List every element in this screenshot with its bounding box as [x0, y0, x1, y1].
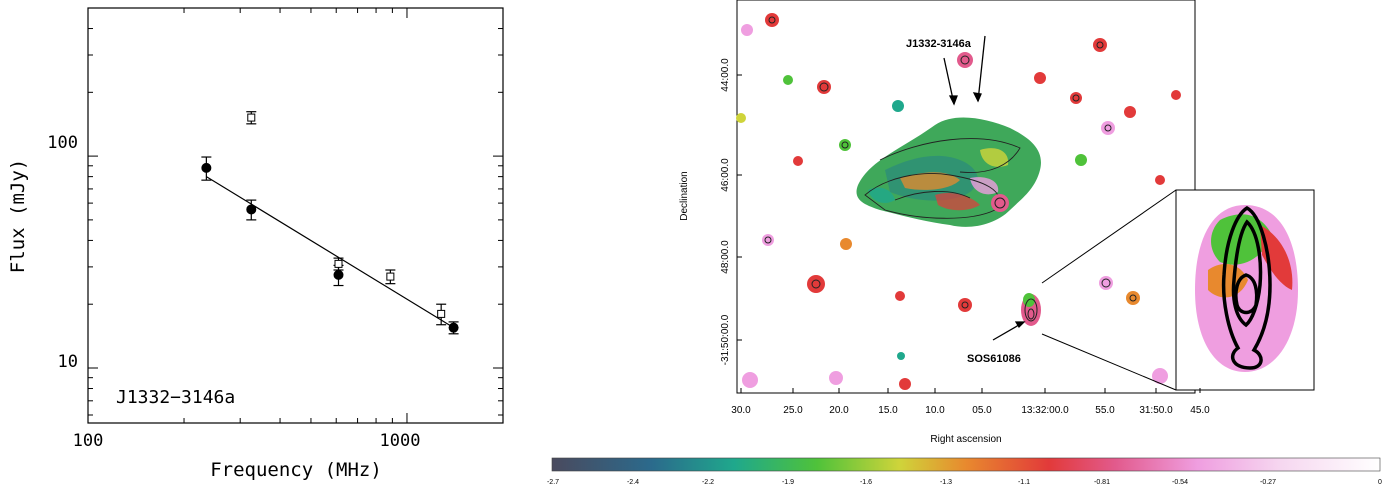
y-axis-label: Flux (mJy)	[7, 159, 29, 273]
plot-frame	[87, 7, 504, 424]
open-point-2	[385, 269, 396, 285]
y-tick-label-100: 100	[47, 133, 78, 153]
filled-point-0	[201, 156, 212, 181]
map-axis-ticks: 30.0 25.0 20.0 15.0 10.0 05.0 13:32:00.0 55.0 31…	[720, 58, 1210, 416]
colorbar-tick-label: -1.6	[860, 479, 872, 486]
colorbar-tick-label: -1.1	[1018, 479, 1030, 486]
colorbar-tick-labels: -2.7 -2.4 -2.2 -1.9 -1.6 -1.3 -1.1 -0.81 -0.54 -0…	[547, 479, 1382, 486]
filled-point-3	[448, 321, 459, 335]
map-x-tick-label: 55.0	[1095, 405, 1115, 416]
colorbar-tick-label: -0.54	[1172, 479, 1188, 486]
annotation-sos61086: SOS61086	[967, 353, 1021, 365]
spectral-index-map: J1332-3146a SOS61086 30.0 25.0 20.0 15.0 10.…	[547, 0, 1382, 486]
map-x-tick-label: 05.0	[972, 405, 992, 416]
colorbar-tick-label: -2.4	[627, 479, 639, 486]
map-y-tick-label: -31:50:00.0	[720, 314, 731, 365]
map-x-tick-label: 15.0	[878, 405, 898, 416]
map-x-tick-label: 45.0	[1190, 405, 1210, 416]
colorbar-tick-label: -2.2	[702, 479, 714, 486]
open-point-0	[246, 111, 257, 125]
filled-point-1	[246, 199, 257, 221]
map-x-tick-label: 13:32:00.0	[1021, 405, 1069, 416]
compact-sources	[736, 13, 1181, 390]
annotation-j1332: J1332-3146a	[906, 38, 972, 50]
colorbar-tick-label: 0	[1378, 479, 1382, 486]
y-tick-label-10: 10	[58, 352, 78, 372]
x-tick-label-1000: 1000	[380, 431, 421, 451]
colorbar	[551, 457, 1381, 472]
source-annotation: J1332−3146a	[116, 387, 235, 408]
map-y-tick-label: 46:00.0	[720, 158, 731, 192]
map-x-tick-label: 30.0	[731, 405, 751, 416]
open-point-1	[333, 257, 344, 271]
zoom-inset	[1041, 189, 1315, 391]
map-y-tick-label: 48:00.0	[720, 240, 731, 274]
map-y-tick-label: 44:00.0	[720, 58, 731, 92]
x-axis-label: Frequency (MHz)	[210, 459, 382, 481]
colorbar-tick-label: -1.9	[782, 479, 794, 486]
colorbar-tick-label: -1.3	[940, 479, 952, 486]
map-x-axis-label: Right ascension	[930, 434, 1001, 445]
sos61086-source	[1021, 293, 1041, 326]
colorbar-tick-label: -0.27	[1260, 479, 1276, 486]
colorbar-tick-label: -2.7	[547, 479, 559, 486]
x-tick-label-100: 100	[73, 431, 104, 451]
colorbar-tick-label: -0.81	[1094, 479, 1110, 486]
map-x-tick-label: 10.0	[925, 405, 945, 416]
axis-ticks	[87, 7, 504, 423]
map-y-axis-label: Declination	[679, 171, 690, 220]
annotation-arrows	[943, 35, 1026, 341]
fit-line	[206, 176, 454, 329]
map-x-tick-label: 25.0	[783, 405, 803, 416]
map-x-tick-label: 31:50.0	[1139, 405, 1173, 416]
map-x-tick-label: 20.0	[829, 405, 849, 416]
data-marks	[201, 111, 459, 335]
spectrum-chart: 10 100 100 1000 Frequency (MHz) Flux (mJ…	[7, 7, 504, 481]
open-point-3	[436, 303, 447, 326]
